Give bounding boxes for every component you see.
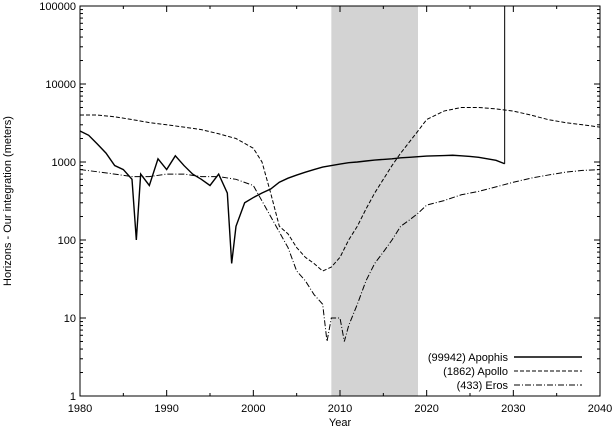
x-tick-label: 2000 (241, 403, 265, 415)
shaded-region-layer (331, 6, 418, 396)
x-axis-title: Year (329, 417, 352, 429)
legend-label: (99942) Apophis (428, 352, 509, 364)
series-line-1 (79, 130, 505, 264)
legend-label: (1862) Apollo (443, 366, 508, 378)
x-tick-label: 2040 (588, 403, 612, 415)
x-tick-label: 1990 (154, 403, 178, 415)
legend-label: (433) Eros (457, 380, 509, 392)
shaded-region (331, 6, 418, 396)
x-tick-label: 2020 (414, 403, 438, 415)
tick-layer (79, 5, 601, 397)
y-tick-label: 10 (64, 313, 76, 325)
x-tick-label: 1980 (68, 403, 92, 415)
y-tick-label: 10000 (45, 79, 76, 91)
y-tick-label: 100 (58, 235, 76, 247)
x-tick-label: 2030 (501, 403, 525, 415)
series-line-3 (79, 169, 601, 342)
legend: (99942) Apophis (1862) Apollo (433) Eros (428, 352, 582, 392)
y-tick-label: 100000 (39, 1, 76, 13)
y-axis-title: Horizons - Our integration (meters) (2, 116, 14, 286)
y-tick-label: 1000 (52, 157, 76, 169)
tick-label-layer: 1980 1990 2000 2010 2020 2030 2040 1 10 100 1000 10… (39, 1, 612, 415)
series-layer (79, 106, 601, 342)
y-tick-label: 1 (70, 391, 76, 403)
series-line-2 (80, 106, 601, 272)
x-tick-label: 2010 (328, 403, 352, 415)
